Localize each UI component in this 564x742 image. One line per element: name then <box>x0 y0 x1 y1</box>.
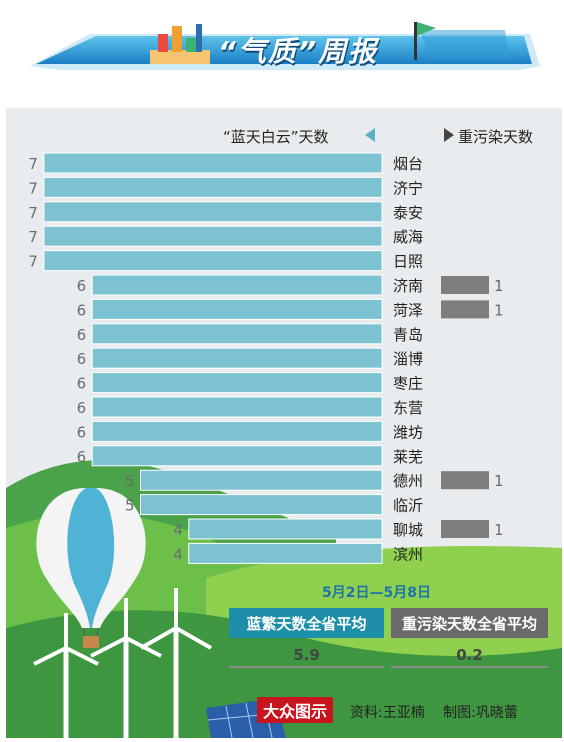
pollution-bar <box>441 276 489 294</box>
wind-turbine-icon <box>33 588 212 738</box>
blue-bar <box>43 250 383 272</box>
avg-blue-days-value: 5.9 <box>293 646 320 664</box>
date-range: 5月2日—5月8日 <box>322 585 431 601</box>
source-credit: 资料:王亚楠 <box>350 705 425 721</box>
blue-bar <box>91 420 383 442</box>
pollution-value-label: 1 <box>494 301 504 319</box>
blue-bar <box>43 152 383 174</box>
page-title: “气质”周报 <box>218 35 379 68</box>
blue-value-label: 5 <box>125 472 135 490</box>
blue-value-label: 5 <box>125 497 135 515</box>
blue-value-label: 6 <box>77 448 87 466</box>
blue-bar <box>43 225 383 247</box>
city-label: 枣庄 <box>393 375 423 393</box>
blue-value-label: 6 <box>77 350 87 368</box>
blue-bar <box>91 396 383 418</box>
city-label: 滨州 <box>393 545 423 563</box>
pollution-bar <box>441 300 489 319</box>
city-label: 日照 <box>393 253 423 271</box>
blue-bar <box>91 274 383 296</box>
city-label: 临沂 <box>393 497 423 515</box>
blue-bar <box>188 542 383 564</box>
blue-bar <box>91 372 383 394</box>
blue-bar <box>91 347 383 369</box>
avg-pollution-days-label: 重污染天数全省平均 <box>391 608 548 638</box>
legend-pollution-days: 重污染天数 <box>458 128 534 146</box>
designer-credit: 制图:巩晓蕾 <box>443 705 518 721</box>
divider-line <box>391 666 548 668</box>
blue-value-label: 6 <box>77 277 87 295</box>
city-label: 菏泽 <box>393 301 423 319</box>
blue-value-label: 7 <box>28 204 38 222</box>
bar-chart-icon <box>150 24 210 64</box>
blue-bar <box>91 298 383 320</box>
city-label: 济南 <box>393 277 423 295</box>
city-label: 烟台 <box>393 155 423 173</box>
blue-value-label: 6 <box>77 326 87 344</box>
blue-bar <box>140 469 383 491</box>
city-label: 潍坊 <box>393 423 423 441</box>
pollution-bar <box>441 471 489 490</box>
blue-value-label: 6 <box>77 375 87 393</box>
blue-bar <box>140 494 383 516</box>
blue-value-label: 6 <box>77 399 87 417</box>
pollution-value-label: 1 <box>494 472 504 490</box>
blue-value-label: 4 <box>173 521 183 539</box>
pollution-value-label: 1 <box>494 521 504 539</box>
flag-icon <box>414 22 436 60</box>
city-label: 聊城 <box>393 521 423 539</box>
city-label: 淄博 <box>393 350 423 368</box>
blue-value-label: 7 <box>28 155 38 173</box>
blue-bar <box>43 201 383 223</box>
avg-blue-days-label: 蓝繁天数全省平均 <box>229 608 384 638</box>
city-label: 泰安 <box>393 204 423 222</box>
blue-value-label: 7 <box>28 228 38 246</box>
blue-value-label: 4 <box>173 545 183 563</box>
header-banner <box>30 22 540 70</box>
triangle-right-icon <box>444 128 454 142</box>
blue-bar <box>91 323 383 345</box>
credits: 资料:王亚楠 制图:巩晓蕾 <box>350 702 532 722</box>
city-label: 德州 <box>393 472 423 490</box>
blue-bar <box>43 176 383 198</box>
legend-blue-days: “蓝天白云”天数 <box>223 128 329 146</box>
city-label: 莱芜 <box>393 448 423 466</box>
blue-value-label: 6 <box>77 423 87 441</box>
divider-line <box>229 666 384 668</box>
hot-air-balloon-icon <box>36 488 146 648</box>
blue-value-label: 7 <box>28 253 38 271</box>
city-label: 威海 <box>393 228 423 246</box>
blue-bar <box>91 445 383 467</box>
city-label: 青岛 <box>393 326 423 344</box>
blue-bar <box>188 518 383 540</box>
publisher-logo: 大众图示 <box>257 697 334 723</box>
pollution-value-label: 1 <box>494 277 504 295</box>
blue-value-label: 7 <box>28 179 38 197</box>
avg-pollution-days-value: 0.2 <box>456 646 483 664</box>
triangle-left-icon <box>365 128 375 142</box>
city-label: 东营 <box>393 399 423 417</box>
city-label: 济宁 <box>393 179 423 197</box>
blue-value-label: 6 <box>77 301 87 319</box>
pollution-bar <box>441 520 489 538</box>
